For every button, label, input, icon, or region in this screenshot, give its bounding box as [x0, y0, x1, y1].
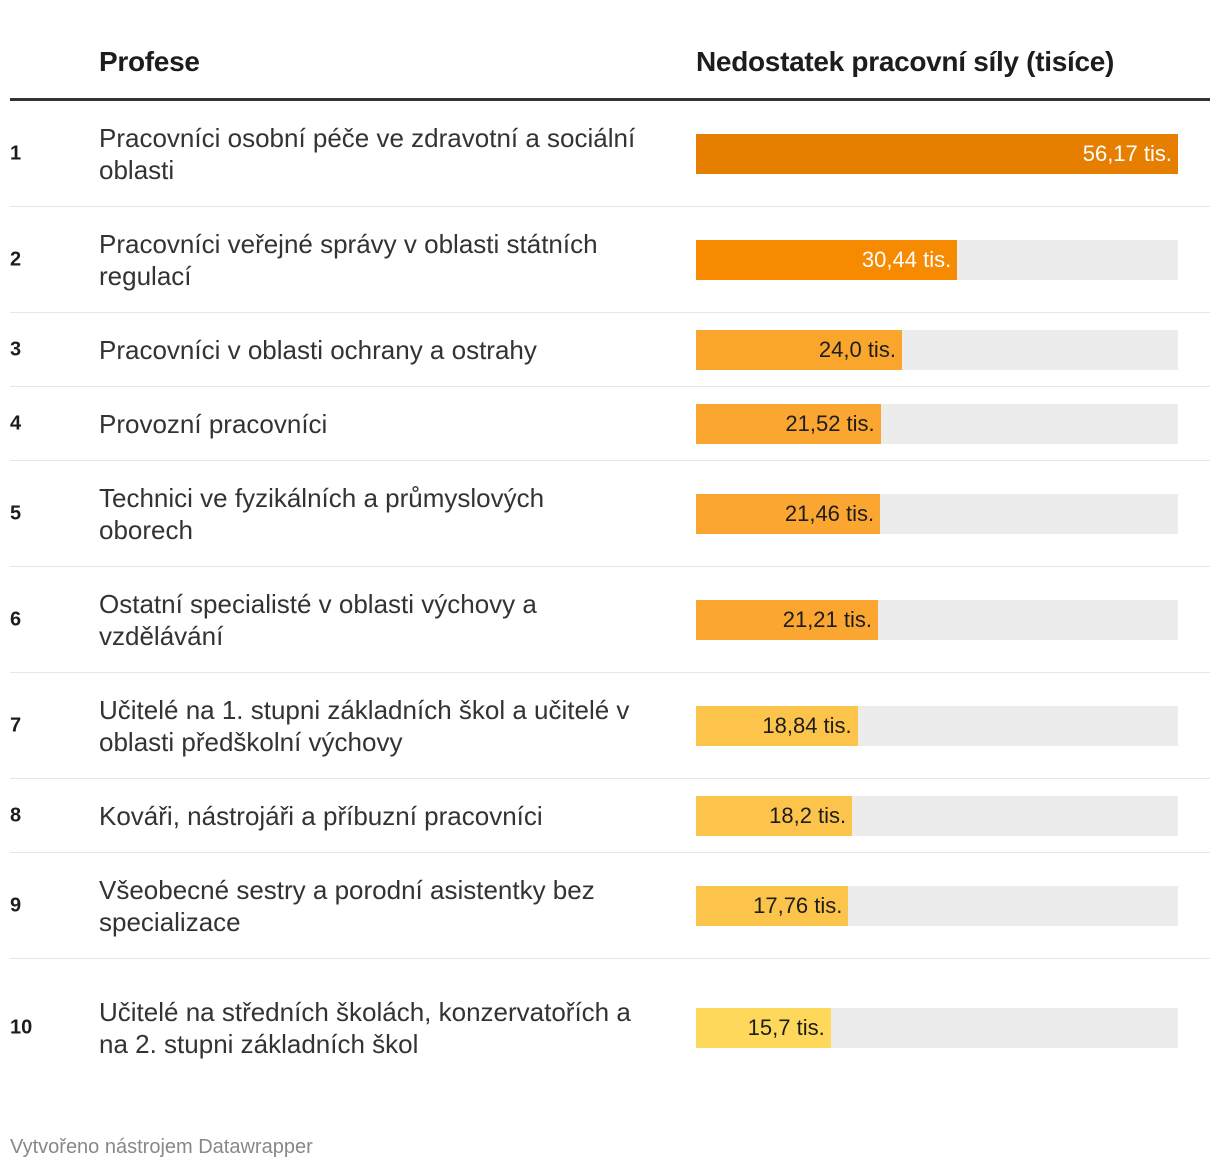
bar-track: 21,21 tis.: [696, 599, 1178, 640]
table-row: 6 Ostatní specialisté v oblasti výchovy a…: [10, 567, 1210, 673]
bar-track: 21,46 tis.: [696, 493, 1178, 534]
profession-name: Technici ve fyzikálních a průmyslových o…: [99, 482, 545, 545]
footer-credit: Vytvořeno nástrojem Datawrapper: [10, 1136, 313, 1158]
bar-value-label: 21,46 tis.: [784, 500, 875, 526]
bar-value-label: 15,7 tis.: [747, 1015, 825, 1040]
table-header: Profese Nedostatek pracovní síly (tisíce…: [10, 0, 1210, 101]
table-row: 3 Pracovníci v oblasti ochrany a ostrahy 2…: [10, 313, 1210, 387]
bar-value-label: 21,21 tis.: [782, 606, 872, 632]
row-rank: 8: [10, 804, 22, 826]
bar-value-label: 21,52 tis.: [785, 410, 875, 436]
bar: 17,76 tis.: [696, 885, 849, 926]
profession-name: Ostatní specialisté v oblasti výchovy a …: [99, 588, 537, 651]
bar-value-label: 18,84 tis.: [762, 712, 852, 738]
bar: 18,84 tis.: [696, 705, 858, 746]
bar-value-label: 17,76 tis.: [753, 892, 843, 918]
table-row: 2 Pracovníci veřejné správy v oblasti stá…: [10, 207, 1210, 313]
profession-name: Pracovníci veřejné správy v oblasti stát…: [99, 228, 598, 291]
row-rank: 1: [10, 142, 22, 164]
profession-name: Pracovníci v oblasti ochrany a ostrahy: [99, 334, 537, 365]
row-rank: 5: [10, 502, 22, 524]
row-rank: 4: [10, 412, 22, 434]
table-row: 7 Učitelé na 1. stupni základních škol a …: [10, 673, 1210, 779]
row-rank: 2: [10, 248, 22, 270]
bar-value-label: 56,17 tis.: [1082, 140, 1172, 166]
bar: 15,7 tis.: [696, 1008, 831, 1048]
profession-name: Všeobecné sestry a porodní asistentky be…: [99, 874, 595, 937]
table-row: 10 Učitelé na středních školách, konzerva…: [10, 959, 1210, 1097]
table-row: 4 Provozní pracovníci 21,52 tis.: [10, 387, 1210, 461]
profession-name: Učitelé na 1. stupni základních škol a u…: [99, 694, 630, 757]
bar-track: 24,0 tis.: [696, 329, 1178, 370]
bar: 21,52 tis.: [696, 403, 881, 444]
bar: 21,21 tis.: [696, 599, 878, 640]
table-row: 8 Kováři, nástrojáři a příbuzní pracovníc…: [10, 779, 1210, 853]
profession-name: Kováři, nástrojáři a příbuzní pracovníci: [99, 800, 543, 831]
profession-name: Pracovníci osobní péče ve zdravotní a so…: [99, 122, 636, 185]
bar-value-label: 18,2 tis.: [769, 802, 847, 828]
row-rank: 6: [10, 608, 22, 630]
bar-track: 18,2 tis.: [696, 795, 1178, 836]
bar-value-label: 30,44 tis.: [861, 246, 952, 272]
bar-track: 15,7 tis.: [696, 1008, 1178, 1048]
row-rank: 10: [10, 1016, 33, 1039]
row-rank: 9: [10, 894, 22, 916]
table-body: 1 Pracovníci osobní péče ve zdravotní a s…: [10, 101, 1210, 1097]
bar: 21,46 tis.: [696, 493, 881, 534]
column-header-shortage: Nedostatek pracovní síly (tisíce): [696, 46, 1115, 77]
bar: 30,44 tis.: [696, 239, 958, 280]
row-rank: 3: [10, 338, 22, 360]
row-rank: 7: [10, 714, 22, 736]
profession-name: Provozní pracovníci: [99, 408, 328, 439]
table-row: 5 Technici ve fyzikálních a průmyslových …: [10, 461, 1210, 567]
bar: 18,2 tis.: [696, 795, 853, 836]
bar-track: 21,52 tis.: [696, 403, 1178, 444]
bar-value-label: 24,0 tis.: [818, 336, 896, 362]
table-row: 9 Všeobecné sestry a porodní asistentky b…: [10, 853, 1210, 959]
bar-track: 30,44 tis.: [696, 239, 1178, 280]
bar-track: 56,17 tis.: [696, 133, 1178, 174]
bar-track: 17,76 tis.: [696, 885, 1178, 926]
data-table: Profese Nedostatek pracovní síly (tisíce…: [10, 0, 1210, 1097]
bar: 24,0 tis.: [696, 329, 902, 370]
bar-track: 18,84 tis.: [696, 705, 1178, 746]
bar: 56,17 tis.: [696, 133, 1178, 174]
table-row: 1 Pracovníci osobní péče ve zdravotní a s…: [10, 101, 1210, 207]
profession-name: Učitelé na středních školách, konzervato…: [99, 997, 631, 1059]
column-header-profession: Profese: [99, 46, 200, 77]
